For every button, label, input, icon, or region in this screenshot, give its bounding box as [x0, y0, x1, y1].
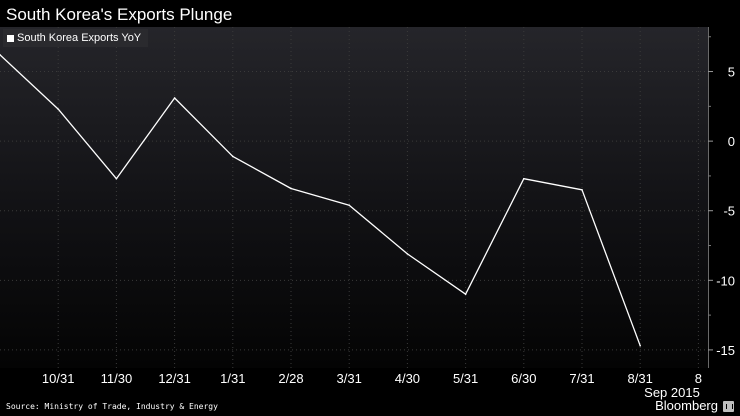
data-point: [0, 54, 1, 56]
x-tick-label: 5/31: [453, 371, 478, 386]
brand-logo-text: Bloomberg: [655, 398, 718, 413]
legend-swatch: [7, 34, 14, 42]
data-point: [639, 344, 641, 347]
series-line: [0, 54, 641, 346]
x-tick-label: 6/30: [511, 371, 536, 386]
x-tick-label: 7/31: [569, 371, 594, 386]
y-tick-label: 5: [728, 65, 735, 80]
source-note: Source: Ministry of Trade, Industry & En…: [6, 402, 218, 411]
x-tick-label: 10/31: [42, 371, 75, 386]
legend: South Korea Exports YoY: [3, 29, 149, 47]
x-tick-label: 3/31: [337, 371, 362, 386]
data-point: [581, 189, 583, 191]
data-point: [115, 177, 118, 180]
x-tick-label: 11/30: [101, 371, 133, 386]
data-point: [348, 204, 351, 206]
x-tick-label: 1/31: [220, 371, 245, 386]
plot-area: [0, 27, 709, 368]
x-tick-label: 12/31: [158, 371, 191, 386]
data-point: [57, 108, 59, 110]
y-tick-label: 0: [728, 134, 735, 149]
data-point: [173, 97, 176, 99]
y-tick-label: -15: [716, 343, 735, 358]
y-tick-label: -10: [716, 273, 735, 288]
chart-title: South Korea's Exports Plunge: [6, 5, 233, 24]
data-point: [406, 253, 409, 255]
x-tick-label: 4/30: [395, 371, 420, 386]
data-point: [232, 155, 234, 158]
x-axis-sublabel: Sep 2015: [644, 385, 700, 400]
data-point: [523, 177, 525, 180]
legend-label: South Korea Exports YoY: [17, 32, 142, 44]
bloomberg-terminal-icon: [723, 401, 734, 412]
x-tick-label: 2/28: [278, 371, 303, 386]
y-tick-label: -5: [723, 204, 735, 219]
x-tick-label: 8: [695, 371, 702, 386]
x-tick-label: 8/31: [628, 371, 653, 386]
data-point: [290, 187, 292, 190]
data-point: [464, 293, 467, 296]
